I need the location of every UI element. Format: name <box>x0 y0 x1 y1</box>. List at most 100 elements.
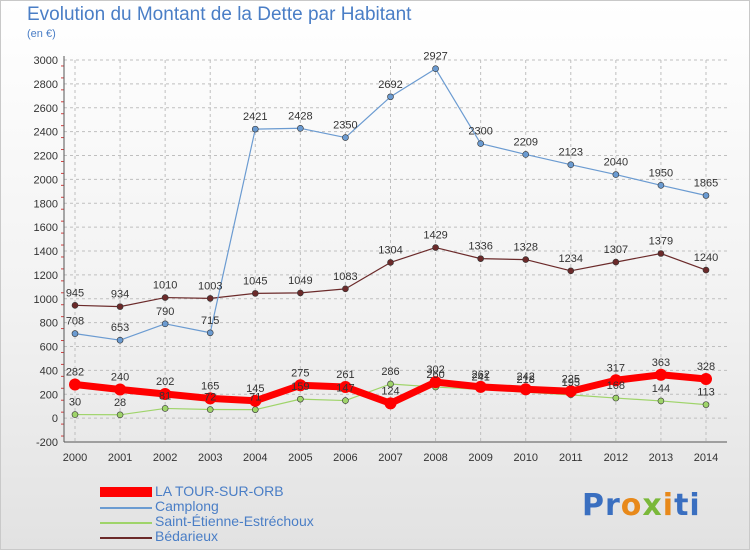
data-label-saint-etienne-estrechoux: 195 <box>562 377 580 389</box>
y-tick-label: 3000 <box>34 55 58 67</box>
data-label-bedarieux: 1328 <box>513 242 537 254</box>
data-point-camplong <box>567 161 575 168</box>
data-point-bedarieux <box>522 256 530 263</box>
data-point-saint-etienne-estrechoux <box>71 411 79 418</box>
data-point-la-tour-sur-orb <box>204 392 217 405</box>
data-label-bedarieux: 1240 <box>694 252 718 264</box>
data-label-bedarieux: 1379 <box>649 236 673 248</box>
x-tick-label: 2007 <box>378 452 402 464</box>
data-label-camplong: 715 <box>201 315 219 327</box>
data-label-camplong: 1950 <box>649 167 673 179</box>
data-point-la-tour-sur-orb <box>384 397 397 410</box>
data-label-camplong: 2209 <box>513 136 537 148</box>
data-label-camplong: 653 <box>111 322 129 334</box>
data-label-camplong: 2692 <box>378 79 402 91</box>
data-point-la-tour-sur-orb <box>700 372 712 385</box>
chart-title: Evolution du Montant de la Dette par Hab… <box>27 4 412 25</box>
data-label-camplong: 2040 <box>604 157 628 169</box>
data-point-la-tour-sur-orb <box>249 394 262 407</box>
legend-swatch-saint-etienne-estrechoux <box>100 522 152 524</box>
data-label-la-tour-sur-orb: 225 <box>562 373 580 385</box>
data-label-la-tour-sur-orb: 242 <box>517 371 535 383</box>
data-point-bedarieux <box>432 244 439 251</box>
data-point-la-tour-sur-orb <box>429 376 442 389</box>
data-label-la-tour-sur-orb: 302 <box>426 364 444 376</box>
data-label-bedarieux: 1234 <box>559 253 583 265</box>
y-tick-label: 2200 <box>34 151 58 163</box>
legend-label-camplong: Camplong <box>155 498 219 514</box>
y-tick-label: 400 <box>40 365 58 377</box>
x-tick-label: 2006 <box>333 452 357 464</box>
data-point-bedarieux <box>161 294 169 301</box>
data-point-saint-etienne-estrechoux <box>342 397 349 404</box>
data-point-bedarieux <box>702 266 710 274</box>
data-label-bedarieux: 1336 <box>468 241 492 253</box>
data-label-saint-etienne-estrechoux: 159 <box>291 381 309 393</box>
chart-unit: (en €) <box>27 28 56 40</box>
data-point-la-tour-sur-orb <box>654 368 667 381</box>
y-tick-label: 2600 <box>34 103 58 115</box>
y-tick-label: 1800 <box>34 198 58 210</box>
data-label-la-tour-sur-orb: 240 <box>111 371 129 383</box>
data-label-saint-etienne-estrechoux: 144 <box>652 383 670 395</box>
data-point-camplong <box>657 182 665 189</box>
data-label-la-tour-sur-orb: 124 <box>381 385 399 397</box>
x-tick-label: 2002 <box>153 452 177 464</box>
data-label-la-tour-sur-orb: 275 <box>291 367 309 379</box>
legend-label-la-tour-sur-orb: LA TOUR-SUR-ORB <box>155 483 284 499</box>
data-label-saint-etienne-estrechoux: 147 <box>336 383 354 395</box>
y-tick-label: 200 <box>40 389 58 401</box>
data-point-saint-etienne-estrechoux <box>206 406 214 413</box>
data-point-camplong <box>297 124 304 132</box>
data-point-camplong <box>116 336 124 344</box>
data-label-bedarieux: 1307 <box>604 244 628 256</box>
logo-part: o <box>620 488 643 523</box>
y-tick-label: 2400 <box>34 127 58 139</box>
logo-part: ti <box>674 488 701 523</box>
data-point-bedarieux <box>71 302 79 309</box>
data-point-bedarieux <box>297 289 304 297</box>
data-label-camplong: 2927 <box>423 51 447 63</box>
data-point-saint-etienne-estrechoux <box>251 406 259 413</box>
data-point-saint-etienne-estrechoux <box>297 395 304 403</box>
x-tick-label: 2004 <box>243 452 267 464</box>
y-tick-label: 2000 <box>34 174 58 186</box>
data-label-bedarieux: 1049 <box>288 275 312 287</box>
legend-label-saint-etienne-estrechoux: Saint-Étienne-Estréchoux <box>155 513 314 529</box>
data-point-camplong <box>522 151 530 158</box>
data-point-camplong <box>342 134 349 141</box>
data-label-bedarieux: 1429 <box>423 230 447 242</box>
legend-label-bedarieux: Bédarieux <box>155 528 219 544</box>
data-label-bedarieux: 945 <box>66 287 84 299</box>
data-label-camplong: 2350 <box>333 120 357 132</box>
y-tick-label: 2800 <box>34 79 58 91</box>
data-point-camplong <box>387 93 394 101</box>
x-tick-label: 2000 <box>63 452 87 464</box>
data-label-la-tour-sur-orb: 165 <box>201 380 219 392</box>
x-tick-label: 2012 <box>604 452 628 464</box>
y-tick-label: 1400 <box>34 246 58 258</box>
data-label-bedarieux: 934 <box>111 289 129 301</box>
y-tick-label: 1000 <box>34 294 58 306</box>
data-point-camplong <box>702 192 710 199</box>
x-tick-label: 2010 <box>513 452 537 464</box>
data-label-saint-etienne-estrechoux: 260 <box>426 369 444 381</box>
data-label-saint-etienne-estrechoux: 218 <box>517 374 535 386</box>
data-label-camplong: 790 <box>156 306 174 318</box>
data-point-camplong <box>71 330 79 337</box>
data-label-saint-etienne-estrechoux: 241 <box>471 371 489 383</box>
data-label-la-tour-sur-orb: 363 <box>652 357 670 369</box>
data-point-saint-etienne-estrechoux <box>702 401 710 408</box>
data-point-camplong <box>161 320 169 328</box>
data-point-saint-etienne-estrechoux <box>387 380 394 388</box>
y-tick-label: 1200 <box>34 270 58 282</box>
data-label-saint-etienne-estrechoux: 30 <box>69 397 81 409</box>
data-point-la-tour-sur-orb <box>159 388 172 401</box>
data-label-saint-etienne-estrechoux: 71 <box>249 392 261 404</box>
data-label-la-tour-sur-orb: 282 <box>66 366 84 378</box>
data-point-saint-etienne-estrechoux <box>116 411 124 419</box>
y-tick-label: -200 <box>36 437 58 449</box>
data-label-la-tour-sur-orb: 145 <box>246 383 264 395</box>
data-point-bedarieux <box>612 258 620 266</box>
data-label-la-tour-sur-orb: 202 <box>156 376 174 388</box>
